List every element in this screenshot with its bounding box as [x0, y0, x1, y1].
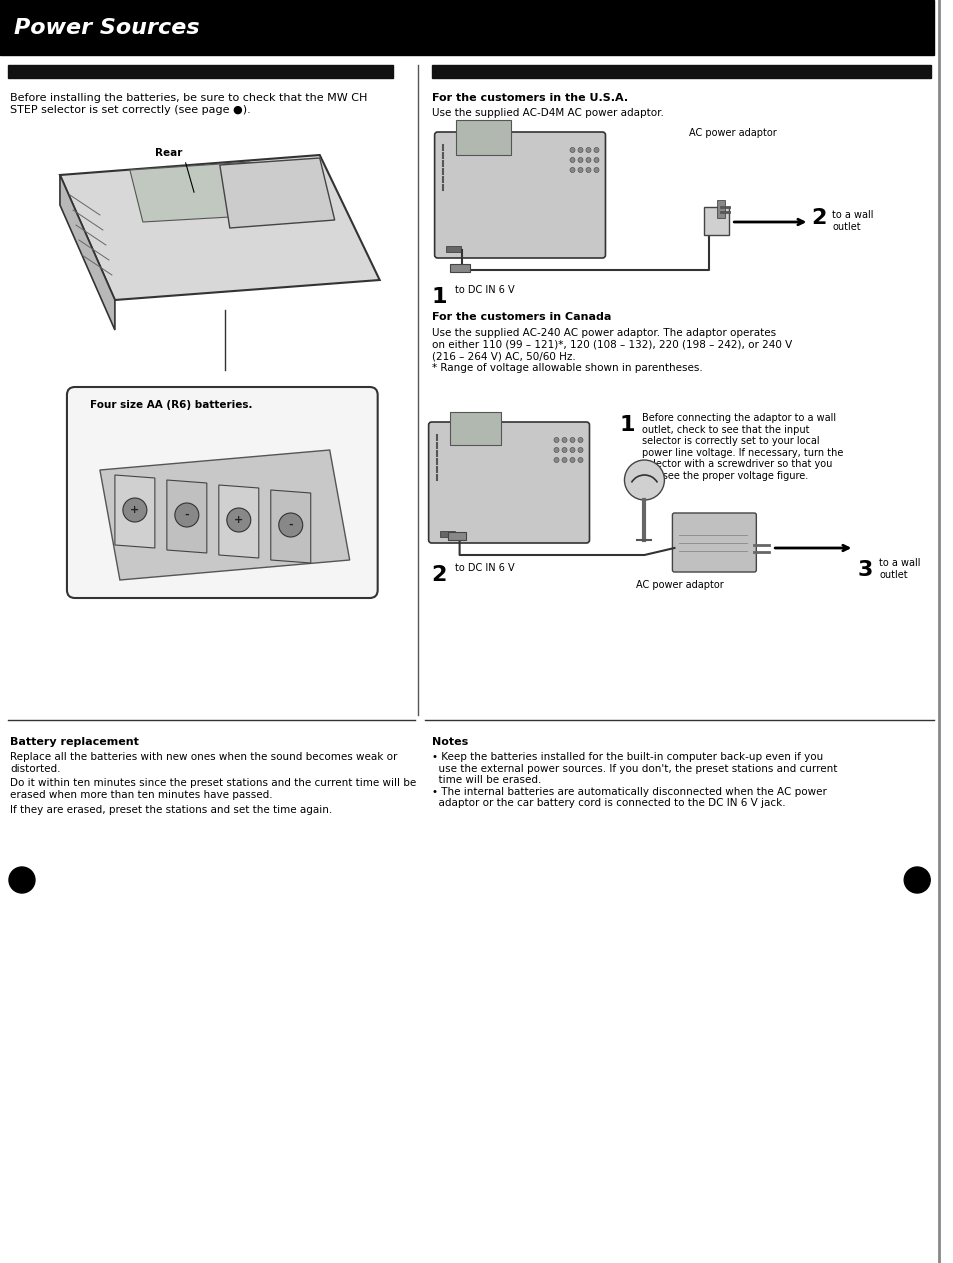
FancyBboxPatch shape [67, 386, 377, 597]
Circle shape [227, 508, 251, 532]
Circle shape [554, 447, 558, 452]
Text: AC power adaptor: AC power adaptor [635, 580, 722, 590]
Polygon shape [114, 475, 154, 548]
Circle shape [594, 168, 598, 173]
Circle shape [594, 158, 598, 163]
Bar [8, 64, 393, 78]
Circle shape [578, 437, 582, 442]
Circle shape [578, 447, 582, 452]
Text: Before connecting the adaptor to a wall
outlet, check to see that the input
sele: Before connecting the adaptor to a wall … [641, 413, 843, 481]
Text: to DC IN 6 V: to DC IN 6 V [455, 285, 514, 296]
Text: If they are erased, preset the stations and set the time again.: If they are erased, preset the stations … [10, 805, 332, 815]
Text: +: + [233, 515, 243, 525]
Text: Do it within ten minutes since the preset stations and the current time will be
: Do it within ten minutes since the prese… [10, 778, 416, 799]
Polygon shape [219, 158, 335, 229]
Text: For the customers in Canada: For the customers in Canada [431, 312, 610, 322]
Bar [456, 120, 510, 155]
Circle shape [554, 437, 558, 442]
Circle shape [569, 158, 575, 163]
Circle shape [569, 447, 575, 452]
Text: Before installing the batteries, be sure to check that the MW CH
STEP selector i: Before installing the batteries, be sure… [10, 93, 367, 115]
Text: • Keep the batteries installed for the built-in computer back-up even if you
  u: • Keep the batteries installed for the b… [431, 751, 836, 808]
Bar [449, 412, 500, 445]
Circle shape [578, 457, 582, 462]
Text: AC power adaptor: AC power adaptor [689, 128, 777, 138]
Circle shape [578, 158, 582, 163]
Bar [431, 64, 930, 78]
Bar [449, 264, 469, 272]
Circle shape [123, 498, 147, 522]
FancyBboxPatch shape [435, 133, 605, 258]
Bar [439, 530, 455, 537]
Text: 3: 3 [857, 560, 872, 580]
Text: Use the supplied AC-240 AC power adaptor. The adaptor operates
on either 110 (99: Use the supplied AC-240 AC power adaptor… [431, 328, 791, 373]
Text: -: - [184, 510, 189, 520]
FancyBboxPatch shape [428, 422, 589, 543]
Circle shape [561, 447, 566, 452]
Circle shape [569, 168, 575, 173]
Text: Use the supplied AC-D4M AC power adaptor.: Use the supplied AC-D4M AC power adaptor… [431, 109, 662, 117]
Circle shape [569, 148, 575, 153]
Circle shape [578, 148, 582, 153]
Circle shape [594, 148, 598, 153]
Text: Power Sources: Power Sources [14, 18, 199, 38]
Text: Four size AA (R6) batteries.: Four size AA (R6) batteries. [90, 400, 253, 410]
Circle shape [569, 457, 575, 462]
Circle shape [174, 503, 198, 527]
Bar [717, 200, 724, 218]
Circle shape [278, 513, 302, 537]
Circle shape [561, 457, 566, 462]
Bar [0, 0, 933, 56]
Text: 2: 2 [810, 208, 826, 229]
Circle shape [585, 148, 590, 153]
Circle shape [585, 158, 590, 163]
Polygon shape [60, 176, 114, 330]
Circle shape [624, 460, 663, 500]
Circle shape [9, 866, 35, 893]
Polygon shape [167, 480, 207, 553]
Text: to a wall
outlet: to a wall outlet [879, 558, 920, 580]
Circle shape [561, 437, 566, 442]
Circle shape [554, 457, 558, 462]
Text: 2: 2 [431, 565, 447, 585]
Bar [447, 532, 465, 541]
Polygon shape [60, 155, 379, 301]
Text: to a wall
outlet: to a wall outlet [831, 210, 873, 231]
Circle shape [903, 866, 929, 893]
Text: +: + [131, 505, 139, 515]
Bar [703, 207, 729, 235]
Bar [445, 246, 460, 253]
Text: -: - [288, 520, 293, 530]
Polygon shape [100, 450, 350, 580]
Text: Replace all the batteries with new ones when the sound becomes weak or
distorted: Replace all the batteries with new ones … [10, 751, 397, 774]
Text: 1: 1 [431, 287, 447, 307]
Circle shape [578, 168, 582, 173]
Polygon shape [271, 490, 311, 563]
Circle shape [569, 437, 575, 442]
Text: For the customers in the U.S.A.: For the customers in the U.S.A. [431, 93, 627, 104]
Text: to DC IN 6 V: to DC IN 6 V [455, 563, 514, 573]
FancyBboxPatch shape [672, 513, 756, 572]
Polygon shape [130, 162, 265, 222]
Polygon shape [218, 485, 258, 558]
Text: Notes: Notes [431, 738, 467, 746]
Text: 1: 1 [618, 416, 635, 434]
Circle shape [585, 168, 590, 173]
Text: Rear: Rear [154, 148, 182, 158]
Text: Battery replacement: Battery replacement [10, 738, 139, 746]
